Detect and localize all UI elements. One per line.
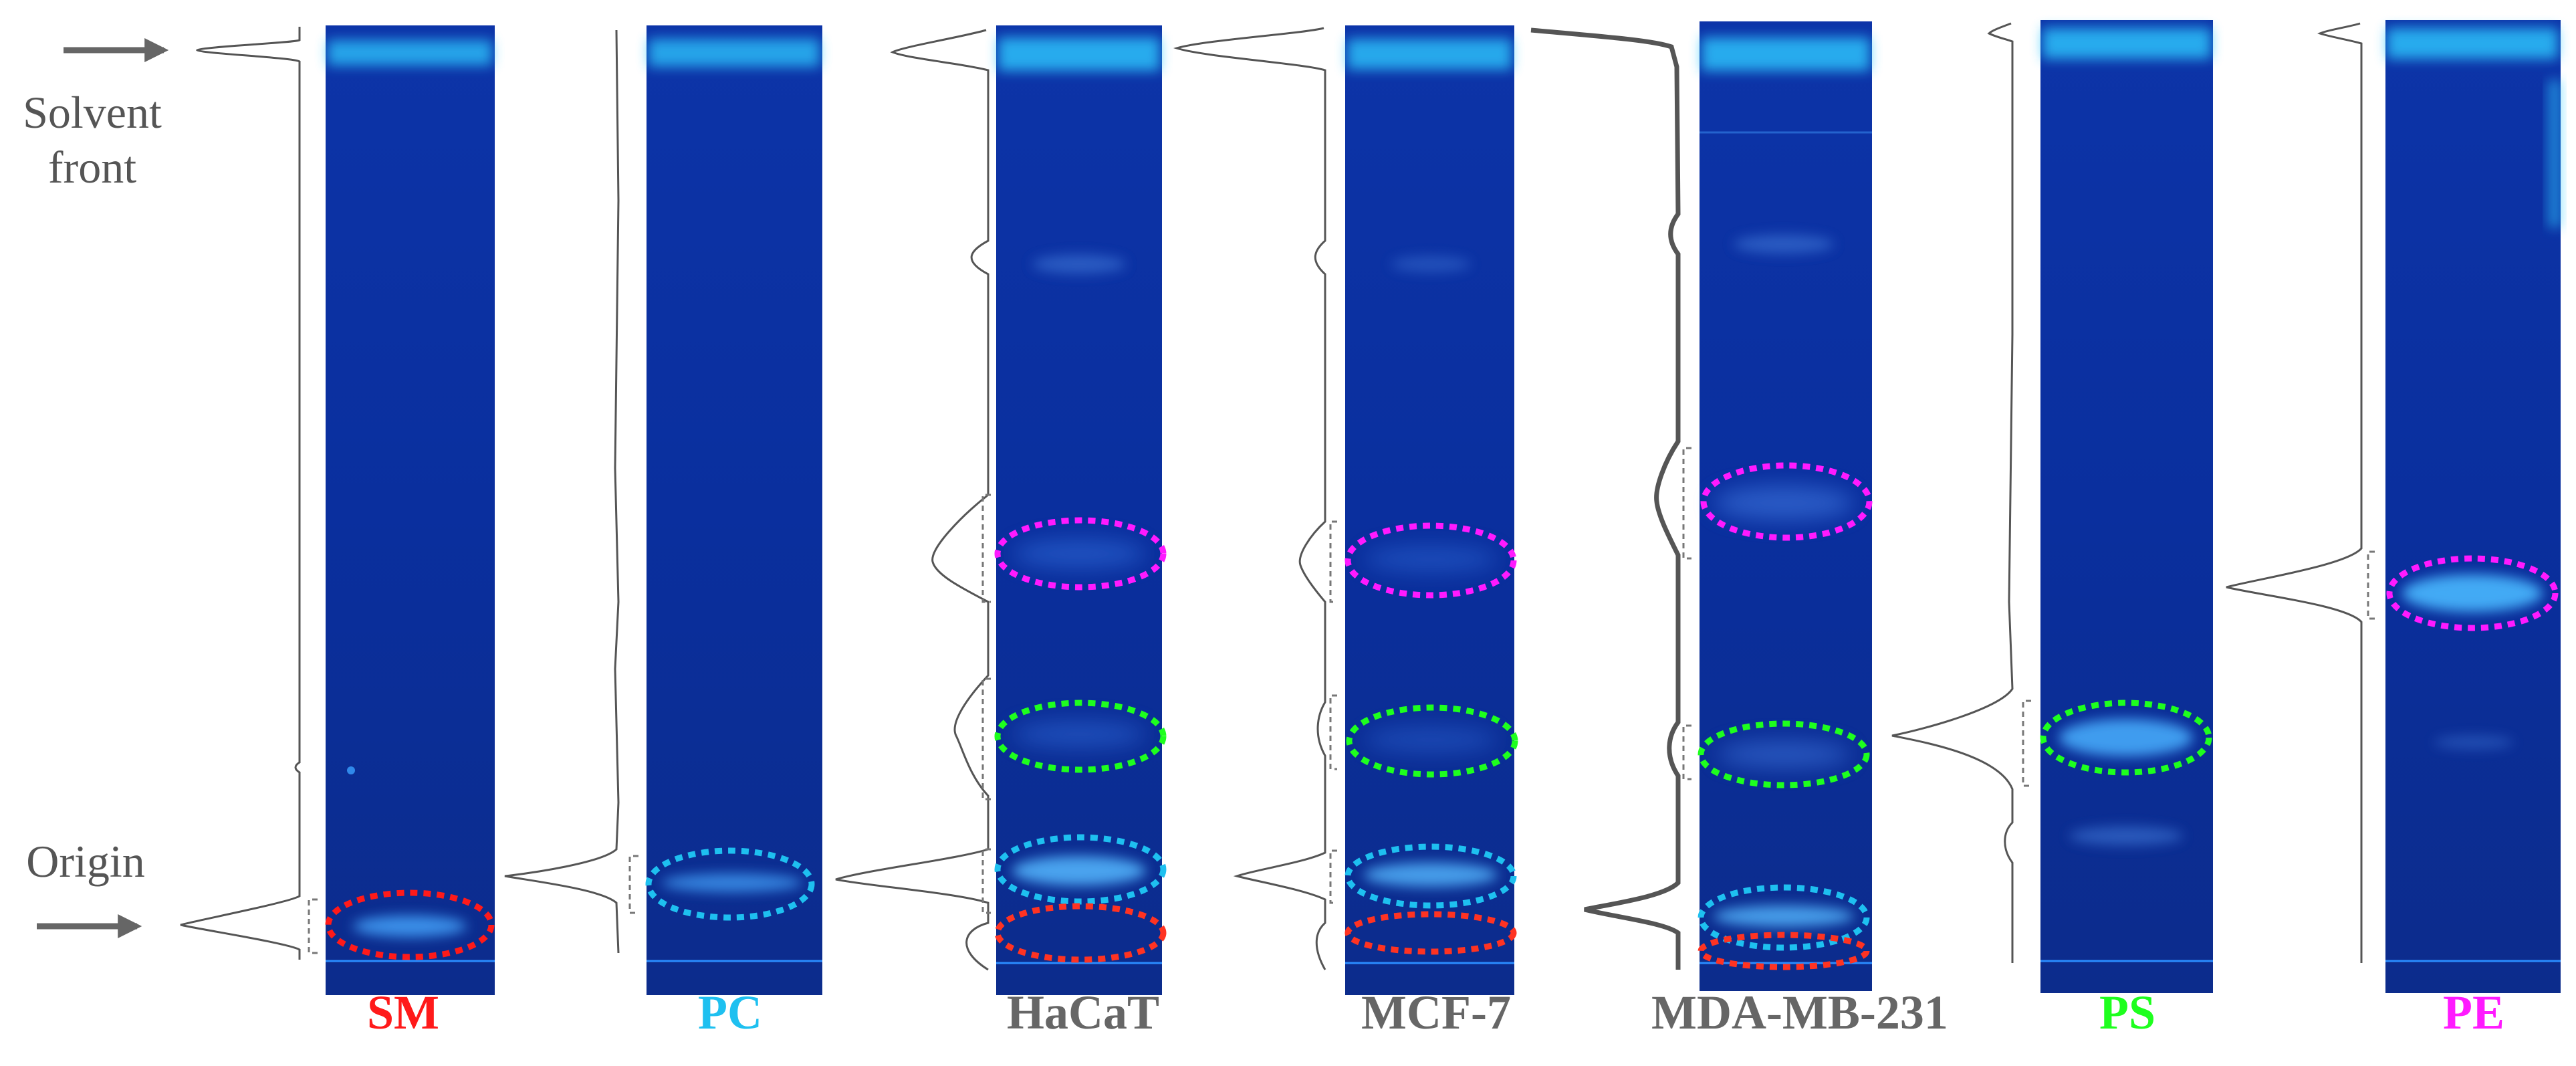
ring-pc (645, 847, 815, 921)
spot (347, 766, 355, 774)
lane-sm (180, 25, 495, 995)
ring-sm (325, 889, 495, 960)
band-pe (1012, 539, 1146, 568)
density-profile (1530, 27, 1681, 970)
ring-sm (994, 903, 1167, 963)
solvent-front-glow (328, 40, 492, 66)
ring-sm (1344, 911, 1517, 955)
band-faint (1032, 255, 1126, 274)
lane-label-mda-mb-231: MDA-MB-231 (1651, 986, 1948, 1039)
tlc-plate-pe (2385, 20, 2561, 993)
origin-label: Origin (26, 836, 145, 887)
ring-ps (2040, 700, 2212, 776)
band-ps (1364, 726, 1498, 753)
band-ps (1717, 741, 1851, 768)
tlc-plate-ps (2040, 20, 2213, 993)
density-profile (2226, 22, 2363, 963)
band-ps (1012, 721, 1146, 748)
band-sm (353, 916, 467, 937)
density-profile (835, 29, 989, 971)
lane-label-pe: PE (2442, 986, 2504, 1039)
density-profile (1891, 22, 2014, 963)
ring-sm (1697, 932, 1870, 970)
lane-pc (504, 25, 822, 995)
density-profile (1173, 27, 1326, 970)
edge-glow (2549, 80, 2561, 227)
band-pc (662, 873, 802, 892)
tlc-plate-hacat (996, 25, 1162, 995)
lane-hacat (835, 25, 1167, 995)
solvent-front-glow (2387, 28, 2558, 59)
solvent-front-glow (2042, 28, 2211, 59)
lane-mda-mb-231 (1530, 21, 1873, 991)
tlc-plate-sm (326, 25, 495, 995)
tlc-plate-mcf7 (1345, 25, 1514, 995)
band-pe (1364, 546, 1498, 572)
band-pc (1714, 905, 1854, 927)
ring-ps (994, 700, 1167, 773)
band-ps (2059, 719, 2193, 756)
ring-pe (1344, 522, 1517, 599)
integration-bracket (628, 855, 638, 914)
band-faint (2434, 736, 2514, 749)
lane-label-mcf7: MCF-7 (1361, 986, 1511, 1039)
lane-pe (2226, 20, 2561, 993)
solvent-front-glow (998, 37, 1160, 71)
solvent-front-label-line1: Solvent (23, 87, 162, 138)
ring-pe (994, 517, 1167, 591)
ring-pe (1700, 462, 1873, 541)
band-faint (2069, 827, 2183, 845)
ring-ps (1346, 704, 1518, 778)
ring-pe (2386, 555, 2559, 631)
density-profile (180, 27, 301, 960)
ring-pc (1697, 884, 1870, 951)
lane-mcf7 (1173, 25, 1518, 995)
integration-bracket (2367, 550, 2375, 620)
lane-label-sm: SM (367, 986, 439, 1039)
solvent-front-glow (649, 39, 820, 67)
band-faint (1734, 235, 1834, 253)
lane-ps (1891, 20, 2213, 993)
integration-bracket (2022, 700, 2031, 787)
ring-ps (1697, 720, 1870, 788)
density-profile (504, 29, 620, 954)
tlc-plate-pc (647, 25, 822, 995)
band-faint (1391, 256, 1471, 272)
lane-label-ps: PS (2099, 986, 2156, 1039)
solvent-front-label: Solvent front (5, 86, 179, 195)
integration-bracket (308, 898, 318, 954)
integration-bracket (981, 494, 991, 914)
integration-bracket (1682, 447, 1691, 780)
solvent-front-label-line2: front (47, 141, 137, 193)
lane-label-hacat: HaCaT (1006, 986, 1160, 1039)
band-pc (1012, 856, 1146, 885)
integration-bracket (1329, 520, 1337, 904)
band-pe (2402, 574, 2543, 612)
band-pe (1714, 486, 1854, 520)
ring-pc (1344, 843, 1517, 909)
band-pc (1364, 863, 1498, 887)
lane-label-pc: PC (698, 986, 762, 1039)
ring-pc (994, 834, 1167, 905)
solvent-front-glow (1702, 37, 1870, 71)
solvent-front-glow (1347, 39, 1512, 70)
